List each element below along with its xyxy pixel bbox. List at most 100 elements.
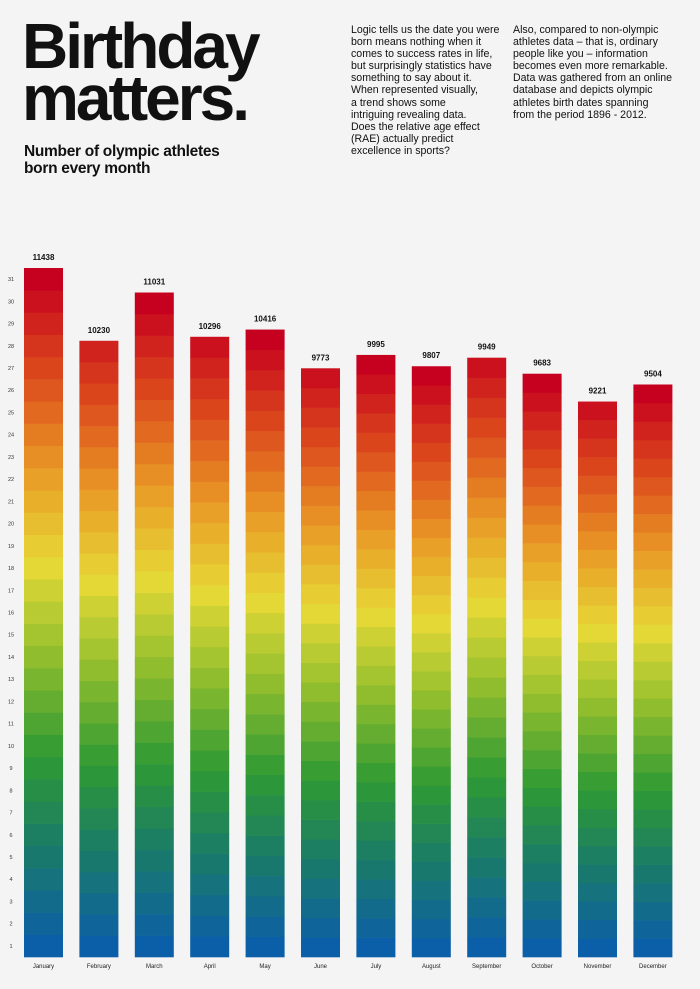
bar-segment-march-day-23 bbox=[134, 463, 174, 486]
value-label: 9221 bbox=[589, 387, 607, 396]
bar-segment-april-day-19 bbox=[190, 564, 230, 586]
bar-segment-december-day-30 bbox=[633, 402, 673, 422]
bar-segment-december-day-31 bbox=[633, 384, 673, 404]
value-label: 9504 bbox=[644, 369, 662, 378]
bar-segment-november-day-20 bbox=[578, 586, 617, 606]
bar-segment-april-day-8 bbox=[190, 791, 230, 813]
bar-segment-september-day-10 bbox=[467, 757, 507, 778]
bar-segment-august-day-26 bbox=[411, 461, 451, 481]
bar-segment-august-day-5 bbox=[411, 861, 451, 882]
bar-segment-february-day-9 bbox=[79, 765, 119, 788]
subtitle-line-2: born every month bbox=[24, 160, 151, 177]
y-tick-label: 4 bbox=[9, 877, 12, 883]
bar-segment-july-day-4 bbox=[356, 879, 396, 900]
bar-segment-december-day-16 bbox=[633, 661, 673, 681]
bar-segment-november-day-5 bbox=[578, 864, 617, 884]
bar-segment-december-day-25 bbox=[633, 495, 673, 515]
bar-segment-may-day-8 bbox=[245, 795, 285, 816]
bar-segment-august-day-10 bbox=[411, 766, 451, 786]
y-tick-label: 9 bbox=[9, 766, 12, 772]
bar-segment-august-day-31 bbox=[411, 366, 451, 386]
bar-segment-december-day-4 bbox=[633, 883, 673, 902]
bar-segment-august-day-25 bbox=[411, 480, 451, 500]
bar-segment-november-day-27 bbox=[578, 457, 617, 476]
bar-segment-december-day-26 bbox=[633, 476, 673, 496]
bar-segment-may-day-26 bbox=[245, 430, 285, 452]
bar-segment-january-day-7 bbox=[24, 801, 63, 824]
bar-segment-march-day-29 bbox=[134, 335, 174, 358]
bar-segment-july-day-15 bbox=[356, 665, 396, 686]
month-label: March bbox=[146, 964, 163, 970]
y-tick-label: 8 bbox=[9, 788, 12, 794]
bar-segment-june-day-21 bbox=[301, 544, 340, 565]
bar-segment-august-day-11 bbox=[411, 747, 451, 767]
bar-segment-november-day-6 bbox=[578, 845, 617, 865]
bar-segment-june-day-16 bbox=[301, 643, 340, 663]
bar-segment-december-day-17 bbox=[633, 643, 673, 662]
bar-segment-april-day-9 bbox=[190, 770, 230, 792]
bar-segment-april-day-4 bbox=[190, 874, 230, 896]
bar-segment-july-day-20 bbox=[356, 568, 396, 589]
bar-segment-july-day-10 bbox=[356, 762, 396, 783]
bar-segment-june-day-5 bbox=[301, 858, 340, 879]
bar-segment-february-day-18 bbox=[79, 574, 119, 597]
y-tick-label: 2 bbox=[9, 922, 12, 928]
bar-segment-september-day-25 bbox=[467, 457, 507, 478]
bar-segment-june-day-20 bbox=[301, 564, 340, 585]
bar-segment-january-day-18 bbox=[24, 556, 63, 580]
y-tick-label: 13 bbox=[8, 677, 14, 683]
bar-segment-december-day-14 bbox=[633, 698, 673, 718]
bar-segment-april-day-17 bbox=[190, 605, 230, 627]
bar-segment-november-day-13 bbox=[578, 716, 617, 736]
bar-segment-july-day-21 bbox=[356, 549, 396, 569]
y-tick-label: 19 bbox=[8, 544, 14, 550]
bar-segment-may-day-25 bbox=[245, 451, 285, 472]
value-label: 10296 bbox=[199, 322, 222, 331]
bar-segment-january-day-15 bbox=[24, 623, 63, 647]
bar-segment-may-day-28 bbox=[245, 390, 285, 411]
bar-segment-january-day-13 bbox=[24, 668, 63, 691]
bar-segment-october-day-1 bbox=[522, 938, 562, 958]
bar-segment-october-day-6 bbox=[522, 844, 562, 864]
bar-segment-june-day-15 bbox=[301, 662, 340, 683]
bar-segment-march-day-21 bbox=[134, 506, 174, 529]
bar-segment-january-day-21 bbox=[24, 490, 63, 513]
y-tick-label: 15 bbox=[8, 633, 14, 639]
bar-segment-november-day-11 bbox=[578, 753, 617, 773]
bar-segment-august-day-17 bbox=[411, 633, 451, 653]
bar-segment-november-day-26 bbox=[578, 475, 617, 495]
bar-segment-june-day-10 bbox=[301, 760, 340, 781]
bar-segment-july-day-14 bbox=[356, 685, 396, 705]
bar-segment-february-day-7 bbox=[79, 808, 119, 830]
bar-segment-march-day-27 bbox=[134, 378, 174, 400]
bar-segment-june-day-6 bbox=[301, 839, 340, 860]
bar-segment-february-day-26 bbox=[79, 404, 119, 427]
y-tick-label: 16 bbox=[8, 611, 14, 617]
bar-segment-september-day-21 bbox=[467, 537, 507, 558]
bar-segment-october-day-21 bbox=[522, 561, 562, 581]
y-tick-label: 28 bbox=[8, 344, 14, 350]
title-line-1: Birthday bbox=[22, 10, 261, 82]
bar-segment-september-day-27 bbox=[467, 417, 507, 438]
bar-segment-august-day-15 bbox=[411, 671, 451, 691]
bar-segment-july-day-5 bbox=[356, 859, 396, 880]
bar-segment-april-day-5 bbox=[190, 853, 230, 875]
y-tick-label: 5 bbox=[9, 855, 12, 861]
bar-segment-august-day-4 bbox=[411, 880, 451, 901]
bar-segment-july-day-6 bbox=[356, 840, 396, 861]
bar-segment-november-day-22 bbox=[578, 549, 617, 569]
bar-segment-september-day-5 bbox=[467, 857, 507, 878]
bar-segment-november-day-28 bbox=[578, 438, 617, 458]
bar-segment-november-day-19 bbox=[578, 605, 617, 625]
bar-segment-july-day-18 bbox=[356, 607, 396, 628]
bar-segment-october-day-8 bbox=[522, 806, 562, 826]
bar-segment-june-day-18 bbox=[301, 603, 340, 624]
page-title: Birthday matters. bbox=[22, 14, 261, 130]
y-tick-label: 29 bbox=[8, 322, 14, 328]
bar-segment-october-day-9 bbox=[522, 787, 562, 807]
bar-segment-february-day-29 bbox=[79, 340, 119, 363]
bar-segment-september-day-12 bbox=[467, 717, 507, 738]
y-tick-label: 23 bbox=[8, 455, 14, 461]
bar-segment-november-day-4 bbox=[578, 882, 617, 902]
